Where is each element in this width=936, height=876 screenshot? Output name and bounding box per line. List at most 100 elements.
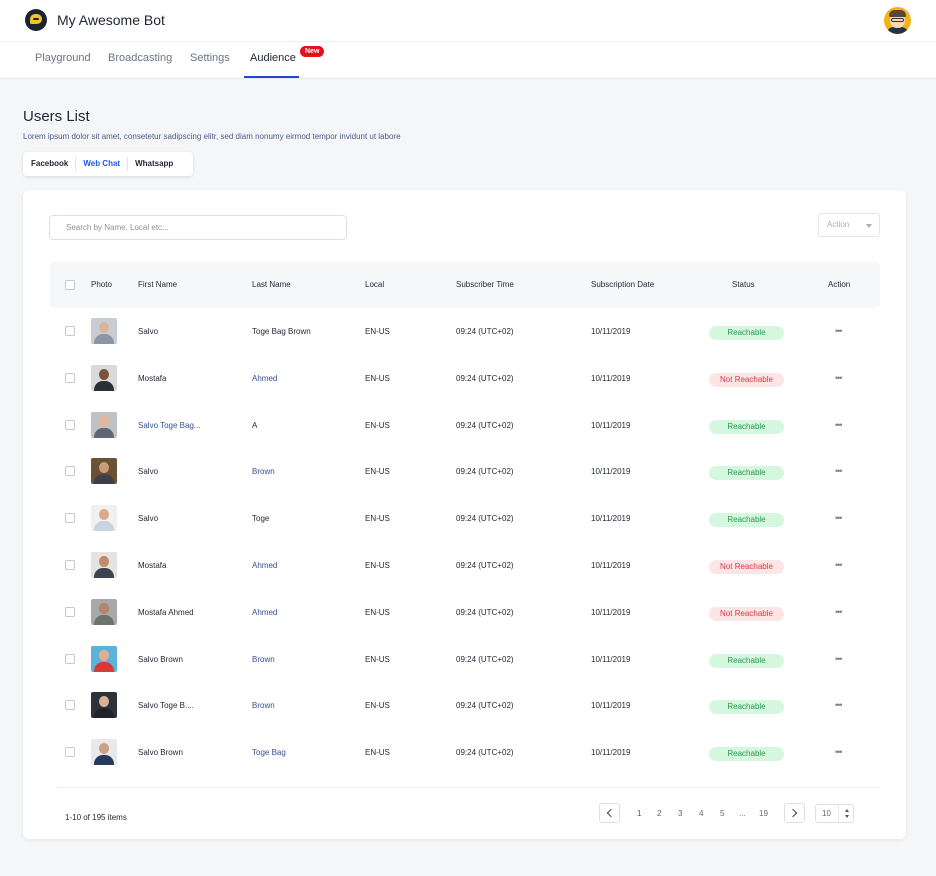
more-actions-icon[interactable]: ••• (835, 419, 843, 430)
first-name: Mostafa Ahmed (138, 607, 194, 617)
table-row[interactable]: Salvo Brown Brown EN-US 09:24 (UTC+02) 10/11… (50, 636, 880, 683)
status-badge: Not Reachable (709, 560, 784, 574)
channel-tab-whatsapp[interactable]: Whatsapp (135, 159, 174, 168)
header-divider (0, 41, 936, 42)
first-name: Salvo (138, 327, 159, 336)
more-actions-icon[interactable]: ••• (835, 466, 843, 477)
more-actions-icon[interactable]: ••• (835, 326, 843, 336)
last-name: Toge Bag Brown (252, 327, 311, 336)
last-name: Ahmed (252, 607, 278, 617)
local: EN-US (365, 654, 390, 664)
row-checkbox[interactable] (65, 419, 75, 430)
more-actions-icon[interactable]: ••• (835, 653, 843, 664)
next-page-button[interactable] (784, 803, 805, 823)
row-checkbox[interactable] (65, 466, 75, 477)
subscriber-time: 09:24 (UTC+02) (456, 607, 514, 617)
last-name: A (252, 420, 258, 430)
avatar (91, 411, 117, 438)
more-actions-icon[interactable]: ••• (835, 700, 843, 711)
first-name: Mostafa (138, 373, 167, 383)
subscription-date: 10/11/2019 (591, 327, 631, 336)
action-dropdown-label: Action (827, 220, 850, 229)
page-5[interactable]: 5 (720, 809, 725, 818)
user-avatar[interactable] (884, 7, 911, 34)
page-size-stepper[interactable]: 10 (815, 804, 854, 823)
tab-playground[interactable]: Playground (35, 52, 91, 64)
row-checkbox[interactable] (65, 747, 75, 758)
subscription-date: 10/11/2019 (591, 561, 631, 570)
row-checkbox[interactable] (65, 372, 75, 383)
avatar (91, 364, 117, 391)
status-badge: Reachable (709, 700, 784, 715)
row-checkbox[interactable] (65, 606, 75, 617)
page-19[interactable]: 19 (759, 809, 768, 818)
page-4[interactable]: 4 (699, 809, 704, 818)
action-dropdown[interactable]: Action (818, 213, 880, 237)
col-subscription-date[interactable]: Subscription Date (591, 280, 655, 289)
col-action: Action (828, 280, 851, 289)
page-1[interactable]: 1 (637, 809, 642, 818)
channel-tabs: Facebook Web Chat Whatsapp (23, 152, 193, 176)
prev-page-button[interactable] (599, 803, 620, 823)
more-actions-icon[interactable]: ••• (835, 513, 843, 524)
chevron-down-icon (866, 224, 872, 228)
bot-logo-icon[interactable] (25, 9, 47, 31)
subscription-date: 10/11/2019 (591, 654, 631, 664)
subscription-date: 10/11/2019 (591, 467, 631, 477)
table-row[interactable]: Mostafa Ahmed EN-US 09:24 (UTC+02) 10/11/201… (50, 542, 880, 589)
last-name: Ahmed (252, 373, 278, 383)
tab-settings[interactable]: Settings (190, 52, 230, 64)
last-name: Brown (252, 467, 275, 477)
row-checkbox[interactable] (65, 560, 75, 570)
status-badge: Not Reachable (709, 606, 784, 621)
col-last-name[interactable]: Last Name (252, 280, 291, 289)
page-3[interactable]: 3 (678, 809, 683, 818)
items-count: 1-10 of 195 items (65, 813, 127, 822)
table-row[interactable]: Mostafa Ahmed EN-US 09:24 (UTC+02) 10/11/201… (50, 355, 880, 402)
status-badge: Reachable (709, 326, 784, 340)
search-input[interactable] (49, 215, 347, 240)
col-local[interactable]: Local (365, 280, 385, 289)
table-row[interactable]: Salvo Toge Bag... A EN-US 09:24 (UTC+02) 10/… (50, 402, 880, 449)
caret-up-icon[interactable] (845, 809, 849, 812)
more-actions-icon[interactable]: ••• (835, 606, 843, 617)
page-subtitle: Lorem ipsum dolor sit amet, consetetur s… (23, 132, 401, 141)
table-row[interactable]: Salvo Brown EN-US 09:24 (UTC+02) 10/11/2019 R… (50, 448, 880, 495)
more-actions-icon[interactable]: ••• (835, 372, 843, 383)
subscriber-time: 09:24 (UTC+02) (456, 654, 514, 664)
channel-tab-facebook[interactable]: Facebook (23, 157, 77, 171)
table-header: Photo First Name Last Name Local Subscri… (50, 262, 880, 308)
subscriber-time: 09:24 (UTC+02) (456, 701, 514, 711)
users-card: Action Photo First Name Last Name Local … (23, 190, 906, 839)
col-first-name[interactable]: First Name (138, 280, 178, 289)
local: EN-US (365, 607, 390, 617)
status-badge: Not Reachable (709, 372, 784, 387)
row-checkbox[interactable] (65, 513, 75, 524)
top-bar: My Awesome Bot Playground Broadcasting S… (0, 0, 936, 79)
more-actions-icon[interactable]: ••• (835, 747, 843, 758)
row-checkbox[interactable] (65, 326, 75, 336)
table-row[interactable]: Salvo Brown Toge Bag EN-US 09:24 (UTC+02) 10… (50, 729, 880, 776)
tab-broadcasting[interactable]: Broadcasting (108, 52, 173, 64)
row-checkbox[interactable] (65, 700, 75, 711)
table-row[interactable]: Salvo Toge B.... Brown EN-US 09:24 (UTC+02)… (50, 682, 880, 729)
subscriber-time: 09:24 (UTC+02) (456, 467, 514, 477)
table-row[interactable]: Salvo Toge EN-US 09:24 (UTC+02) 10/11/2019 Re… (50, 495, 880, 542)
subscriber-time: 09:24 (UTC+02) (456, 561, 514, 570)
col-subscriber-time[interactable]: Subscriber Time (456, 280, 514, 289)
page-title: Users List (23, 108, 90, 125)
channel-tab-web-chat[interactable]: Web Chat (76, 157, 129, 171)
col-status[interactable]: Status (732, 280, 755, 289)
subscription-date: 10/11/2019 (591, 514, 631, 524)
more-actions-icon[interactable]: ••• (835, 560, 843, 570)
page-2[interactable]: 2 (657, 809, 662, 818)
local: EN-US (365, 701, 390, 711)
row-checkbox[interactable] (65, 653, 75, 664)
select-all-checkbox[interactable] (65, 280, 75, 290)
table-row[interactable]: Mostafa Ahmed Ahmed EN-US 09:24 (UTC+02) 10/… (50, 589, 880, 636)
caret-down-icon[interactable] (845, 815, 849, 818)
table-row[interactable]: Salvo Toge Bag Brown EN-US 09:24 (UTC+02) 10… (50, 308, 880, 355)
status-badge: Reachable (709, 513, 784, 528)
avatar (91, 598, 117, 625)
tab-audience[interactable]: Audience (250, 52, 296, 64)
